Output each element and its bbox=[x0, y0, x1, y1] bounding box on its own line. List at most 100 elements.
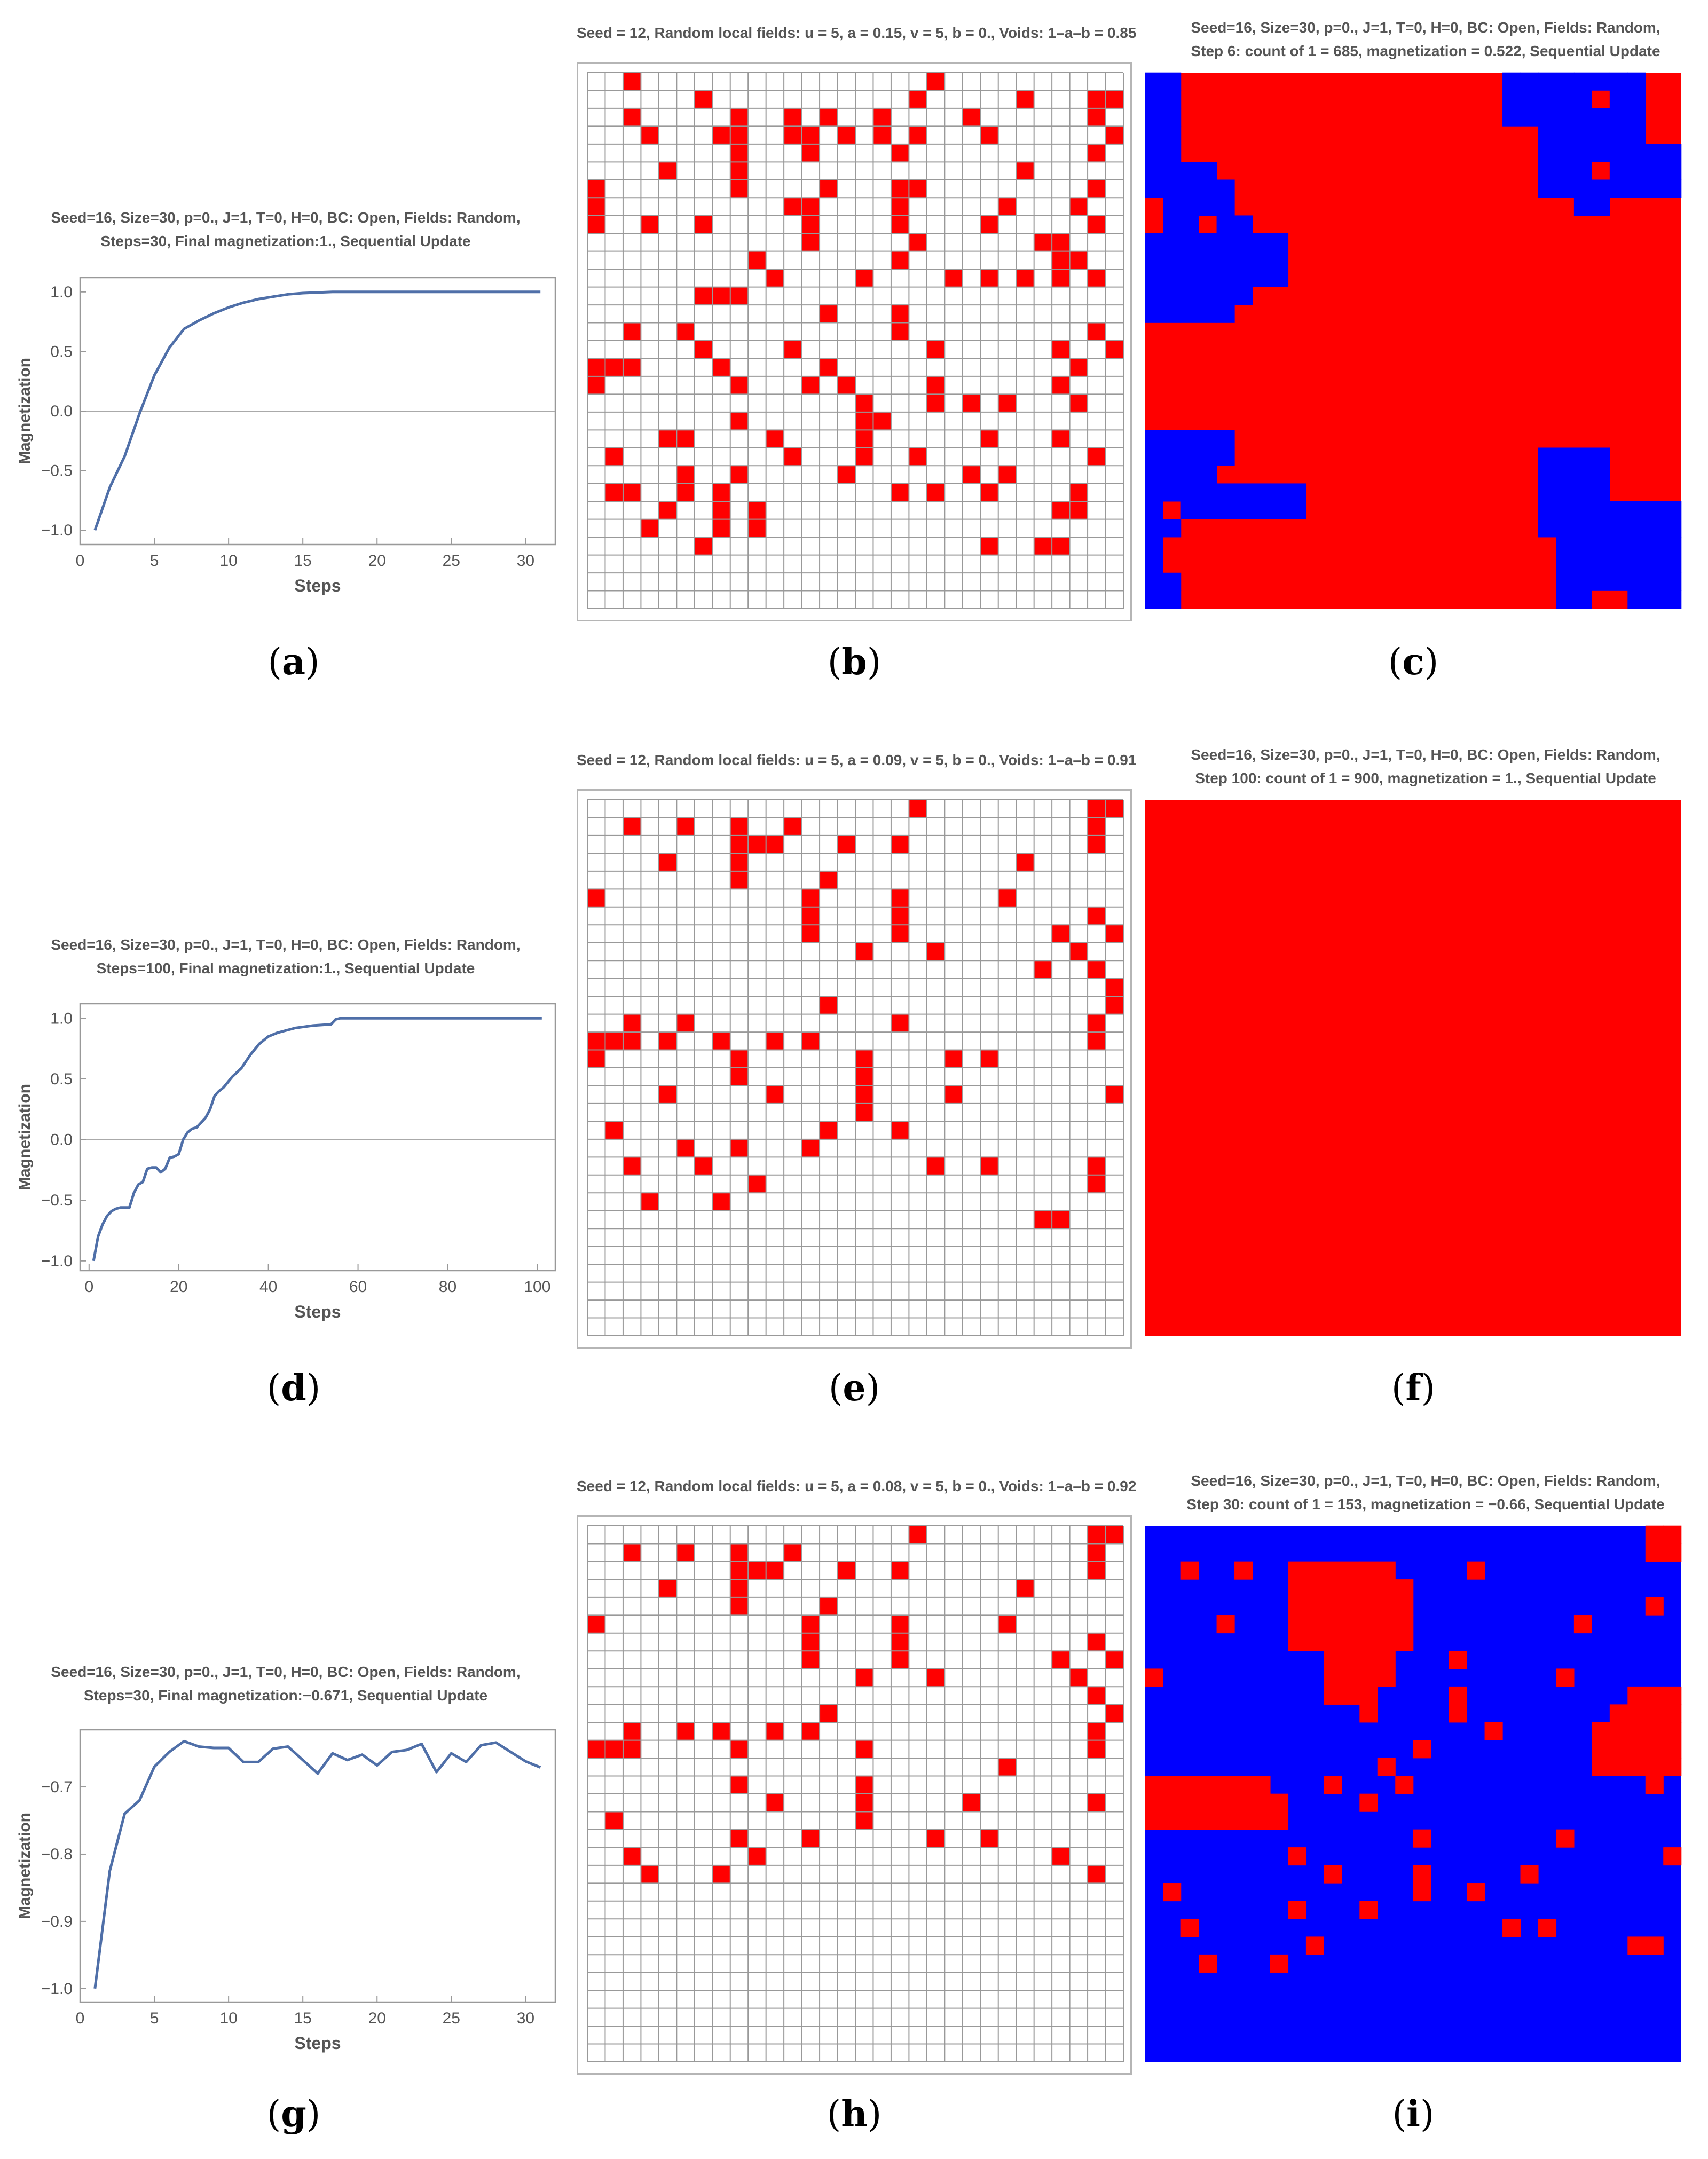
x-tick-label: 0 bbox=[76, 2010, 85, 2027]
spin-down-cell bbox=[1627, 90, 1646, 109]
red-site bbox=[820, 108, 838, 127]
magnetization-series-line bbox=[93, 1739, 541, 1989]
spin-down-cell bbox=[1234, 269, 1253, 287]
red-site bbox=[676, 1014, 695, 1033]
spin-down-cell bbox=[1645, 179, 1664, 198]
red-site bbox=[980, 1157, 998, 1175]
red-site bbox=[730, 108, 749, 127]
red-site bbox=[766, 269, 784, 287]
red-site bbox=[712, 501, 730, 519]
spin-down-cell bbox=[1145, 590, 1163, 609]
spin-up-cell bbox=[1252, 1811, 1271, 1830]
red-site bbox=[891, 1121, 909, 1139]
y-tick-label: 0.5 bbox=[50, 343, 73, 360]
spin-up-cell bbox=[1627, 1704, 1646, 1723]
red-site bbox=[1088, 1633, 1106, 1651]
spin-up-cell bbox=[1645, 1525, 1664, 1544]
spin-down-cell bbox=[1163, 483, 1182, 502]
red-site bbox=[1088, 108, 1106, 127]
spin-down-cell bbox=[1663, 572, 1682, 591]
lattice-f-title-line1: Seed=16, Size=30, p=0., J=1, T=0, H=0, B… bbox=[1191, 746, 1660, 763]
red-site bbox=[998, 394, 1017, 412]
magnetization-series-line bbox=[93, 290, 541, 531]
spin-down-cell bbox=[1180, 269, 1199, 287]
spin-down-cell bbox=[1538, 465, 1557, 484]
spin-down-cell bbox=[1573, 108, 1592, 127]
red-site bbox=[1088, 1687, 1106, 1705]
spin-down-cell bbox=[1645, 555, 1664, 573]
red-site bbox=[766, 1722, 784, 1740]
red-site bbox=[730, 1139, 749, 1157]
spin-down-cell bbox=[1216, 430, 1235, 448]
red-site bbox=[820, 1121, 838, 1139]
red-site bbox=[1016, 90, 1034, 108]
red-site bbox=[730, 871, 749, 889]
red-site bbox=[623, 1543, 641, 1562]
y-axis-label: Magnetization bbox=[16, 1813, 34, 1919]
red-site bbox=[658, 1032, 677, 1050]
red-site bbox=[676, 430, 695, 448]
spin-down-cell bbox=[1270, 251, 1289, 270]
spin-down-cell bbox=[1556, 519, 1575, 538]
spin-down-cell bbox=[1180, 197, 1199, 216]
grid-h-lattice bbox=[587, 1525, 1124, 2062]
red-site bbox=[730, 817, 749, 836]
spin-down-cell bbox=[1145, 233, 1163, 251]
red-site bbox=[1105, 1085, 1123, 1104]
spin-down-cell bbox=[1180, 162, 1199, 180]
red-site bbox=[730, 1543, 749, 1562]
red-site bbox=[855, 1103, 873, 1122]
spin-up-cell bbox=[1627, 1722, 1646, 1740]
red-site bbox=[748, 251, 766, 270]
spin-down-cell bbox=[1573, 179, 1592, 198]
x-tick-label: 5 bbox=[150, 552, 159, 570]
spin-down-cell bbox=[1502, 72, 1521, 91]
red-site bbox=[1088, 907, 1106, 925]
spin-up-cell bbox=[1645, 1740, 1664, 1759]
spin-down-cell bbox=[1163, 519, 1182, 538]
red-site bbox=[926, 73, 945, 91]
red-site bbox=[730, 1050, 749, 1068]
spin-down-cell bbox=[1663, 537, 1682, 555]
grid-h-title: Seed = 12, Random local fields: u = 5, a… bbox=[577, 1478, 1137, 1494]
red-site bbox=[1088, 1543, 1106, 1562]
spin-up-cell bbox=[1449, 1650, 1467, 1669]
spin-down-cell bbox=[1609, 501, 1628, 519]
red-site bbox=[820, 871, 838, 889]
red-site bbox=[658, 430, 677, 448]
spin-down-cell bbox=[1573, 197, 1592, 216]
red-site bbox=[1088, 835, 1106, 854]
spin-down-cell bbox=[1556, 72, 1575, 91]
red-site bbox=[855, 1668, 873, 1687]
spin-down-cell bbox=[1520, 108, 1539, 127]
red-site bbox=[873, 126, 891, 144]
red-site bbox=[587, 889, 605, 907]
red-site bbox=[784, 1543, 802, 1562]
spin-down-cell bbox=[1234, 287, 1253, 305]
spin-down-cell bbox=[1592, 501, 1610, 519]
spin-down-cell bbox=[1216, 304, 1235, 323]
spin-down-cell bbox=[1216, 179, 1235, 198]
y-tick-label: −1.0 bbox=[41, 1980, 73, 1998]
spin-down-cell bbox=[1163, 197, 1182, 216]
spin-up-cell bbox=[1305, 1615, 1324, 1634]
spin-down-cell bbox=[1538, 519, 1557, 538]
spin-down-cell bbox=[1592, 179, 1610, 198]
spin-down-cell bbox=[1199, 197, 1217, 216]
spin-up-cell bbox=[1645, 1543, 1664, 1562]
y-tick-label: −1.0 bbox=[41, 522, 73, 539]
spin-down-cell bbox=[1609, 537, 1628, 555]
red-site bbox=[658, 501, 677, 519]
spin-down-cell bbox=[1645, 590, 1664, 609]
red-site bbox=[1088, 800, 1106, 818]
lattice-i-spins bbox=[1145, 1525, 1682, 2062]
red-site bbox=[623, 1157, 641, 1175]
red-site bbox=[1052, 269, 1070, 287]
spin-up-cell bbox=[1341, 1686, 1360, 1705]
spin-up-cell bbox=[1305, 1561, 1324, 1580]
spin-down-cell bbox=[1199, 483, 1217, 502]
spin-down-cell bbox=[1270, 483, 1289, 502]
spin-up-cell bbox=[1377, 1650, 1396, 1669]
spin-up-cell bbox=[1341, 1579, 1360, 1598]
red-site bbox=[1016, 269, 1034, 287]
